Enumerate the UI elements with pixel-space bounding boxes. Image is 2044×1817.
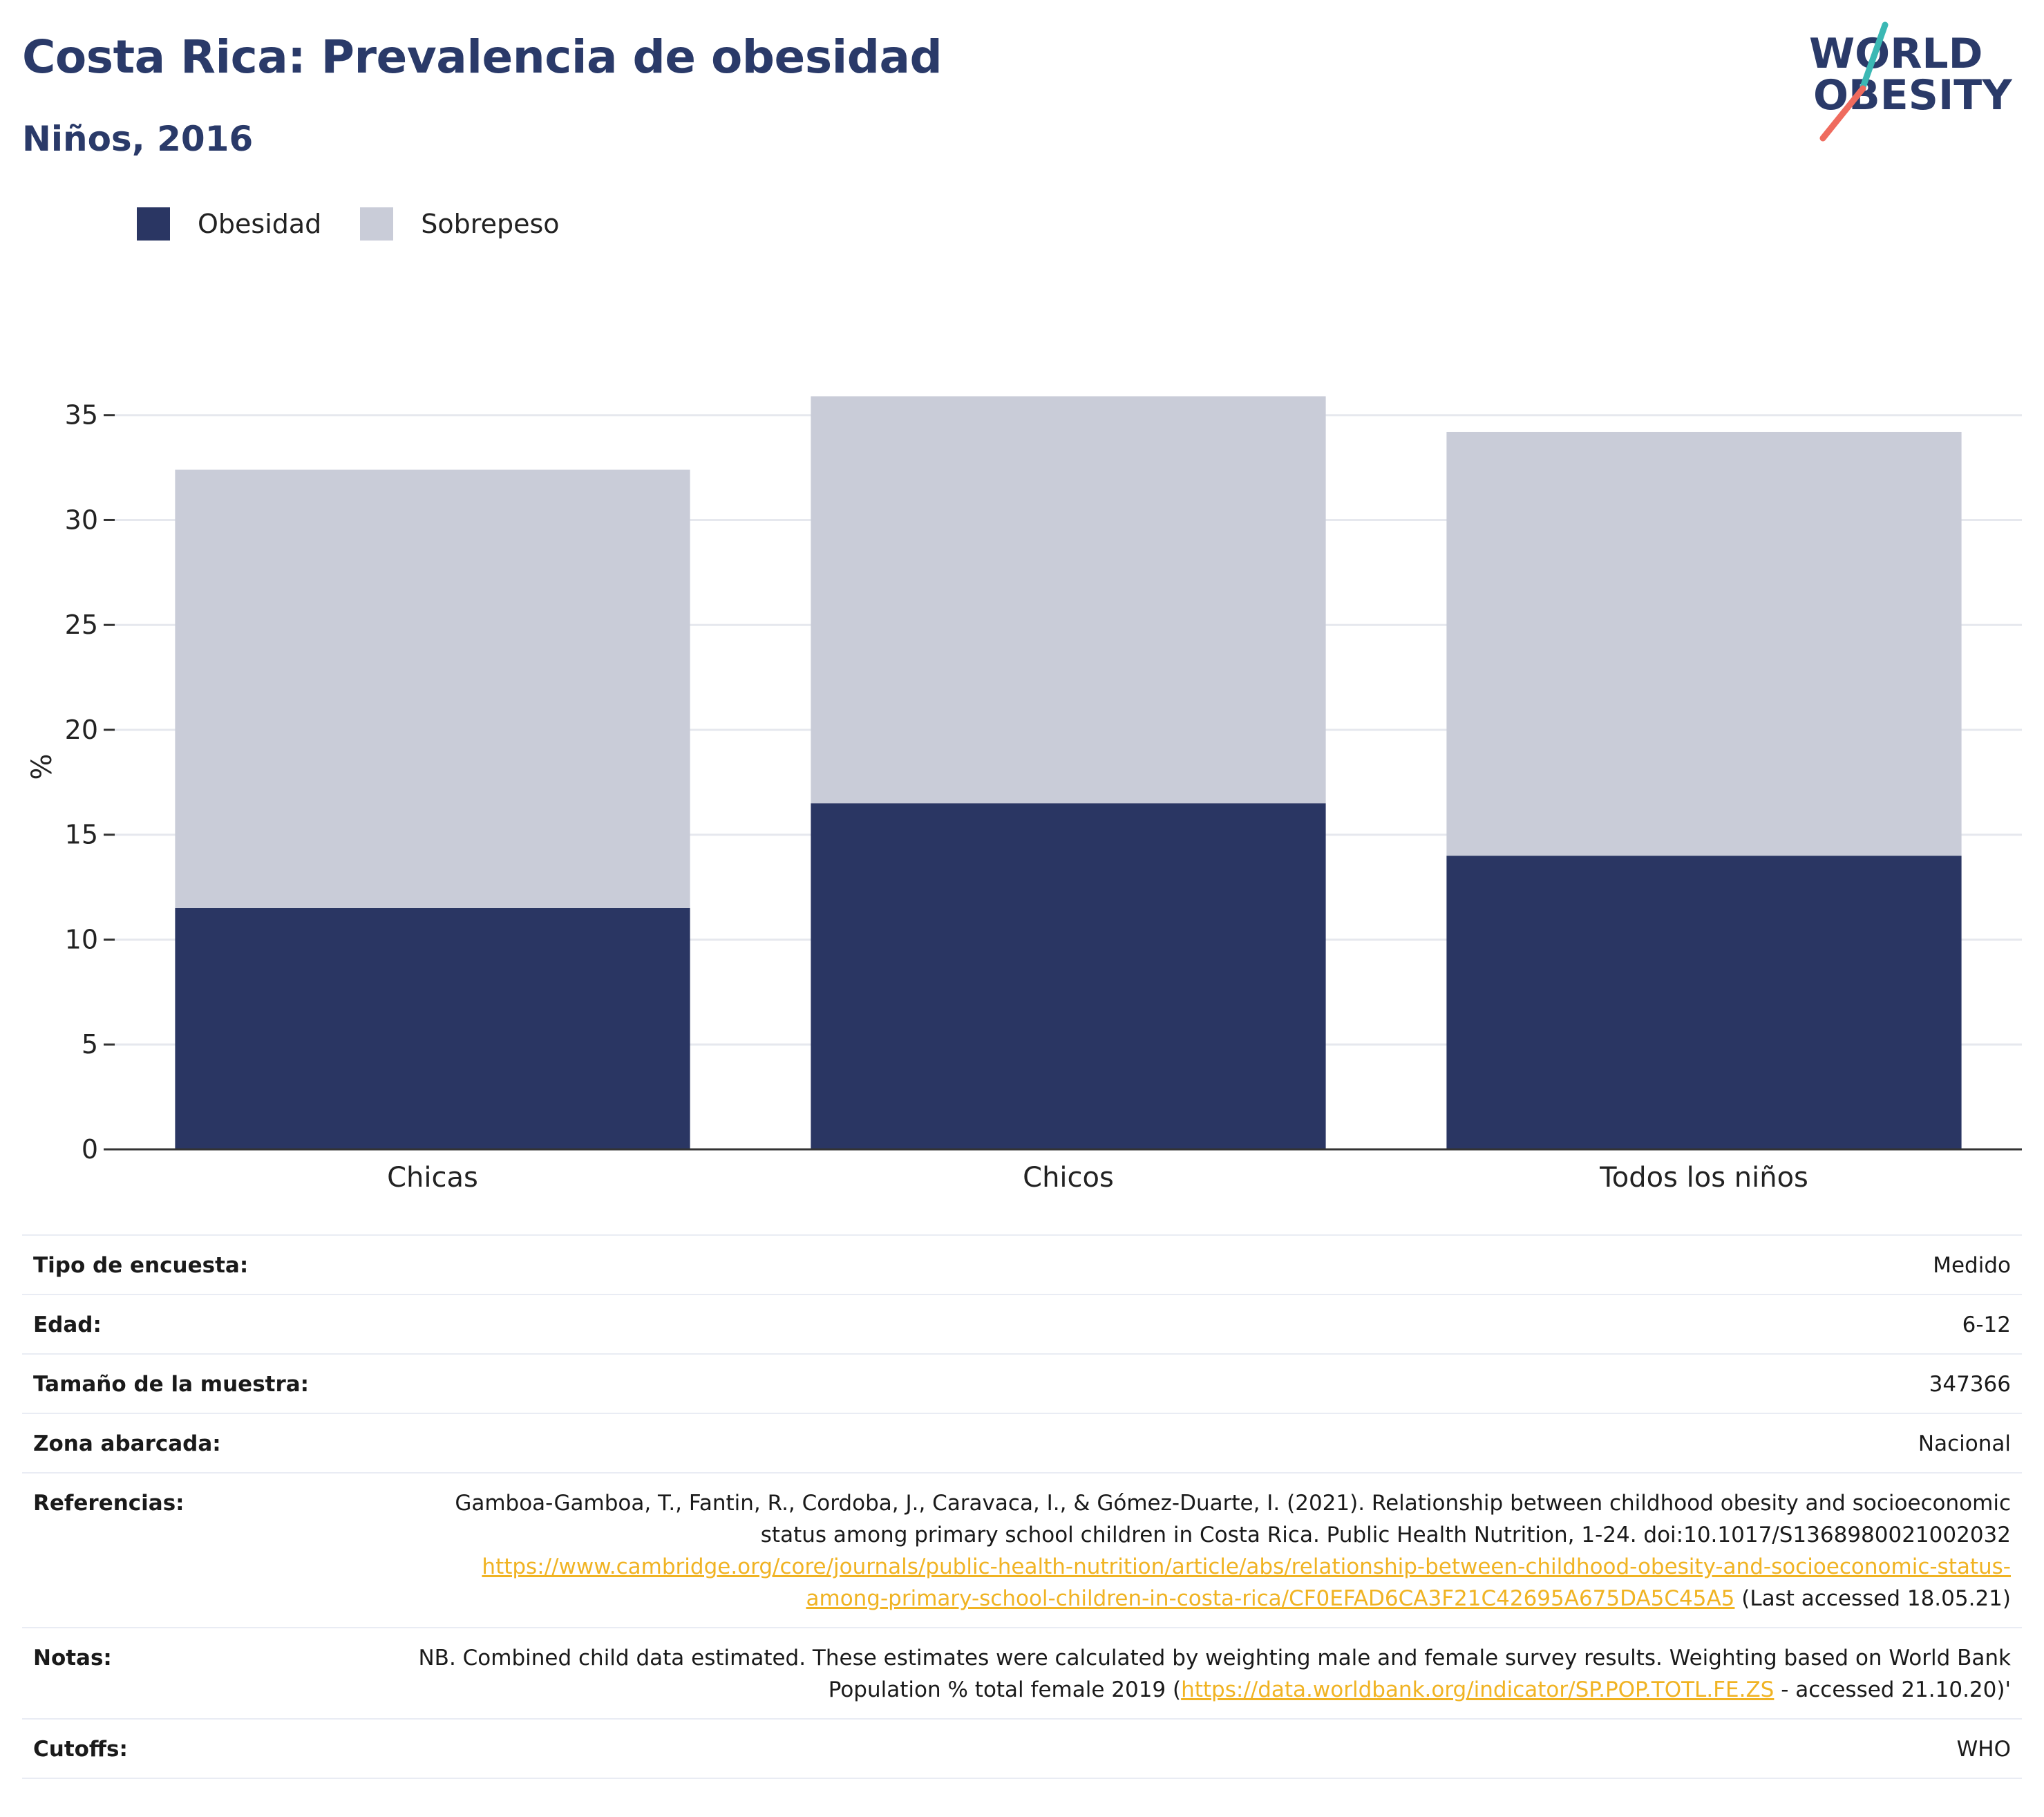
y-tick-label: 10 xyxy=(65,924,98,954)
legend-swatch-sobrepeso xyxy=(360,207,394,241)
chart-legend: Obesidad Sobrepeso xyxy=(137,206,598,242)
meta-value: Nacional xyxy=(404,1413,2022,1473)
legend-label-obesidad: Obesidad xyxy=(198,209,322,239)
meta-value-references: Gamboa-Gamboa, T., Fantin, R., Cordoba, … xyxy=(404,1472,2022,1628)
meta-row-notes: Notas: NB. Combined child data estimated… xyxy=(22,1627,2022,1719)
stacked-bar-chart: 0 5 10 15 20 25 30 35% Chicas Chicos Todos los niñ… xyxy=(26,396,2022,1194)
reference-link[interactable]: https://www.cambridge.org/core/journals/… xyxy=(482,1554,2011,1611)
bar-sobrepeso xyxy=(1446,431,1962,856)
meta-value-notes: NB. Combined child data estimated. These… xyxy=(404,1627,2022,1719)
y-tick-label: 35 xyxy=(65,400,98,431)
meta-value: WHO xyxy=(404,1718,2022,1779)
logo-slash-teal xyxy=(1860,21,1889,91)
logo-word-world: WORLD xyxy=(1809,30,1983,78)
meta-row-age: Edad: 6-12 xyxy=(22,1294,2022,1354)
notes-link[interactable]: https://data.worldbank.org/indicator/SP.… xyxy=(1181,1677,1775,1702)
meta-row-sample-size: Tamaño de la muestra: 347366 xyxy=(22,1353,2022,1413)
reference-text: Gamboa-Gamboa, T., Fantin, R., Cordoba, … xyxy=(455,1491,2011,1547)
world-obesity-logo: WORLD OBESITY xyxy=(1809,21,2013,142)
survey-info-table: Tipo de encuesta: Medido Edad: 6-12 Tama… xyxy=(22,1234,2022,1779)
y-tick-label: 5 xyxy=(82,1029,98,1060)
meta-label: Edad: xyxy=(22,1294,404,1354)
bar-obesidad xyxy=(811,803,1326,1149)
notes-text: NB. Combined child data estimated. These… xyxy=(418,1646,2011,1702)
x-tick-label: Chicos xyxy=(1023,1162,1114,1194)
notes-accessed: - accessed 21.10.20)' xyxy=(1774,1677,2011,1702)
meta-label: Zona abarcada: xyxy=(22,1413,404,1473)
y-tick-label: 25 xyxy=(65,610,98,640)
reference-accessed: (Last accessed 18.05.21) xyxy=(1734,1586,2011,1611)
y-axis-label: % xyxy=(26,753,58,780)
meta-row-cutoffs: Cutoffs: WHO xyxy=(22,1718,2022,1779)
x-tick-label: Todos los niños xyxy=(1599,1162,1808,1194)
meta-label: Tamaño de la muestra: xyxy=(22,1353,404,1413)
y-tick-label: 20 xyxy=(65,715,98,745)
meta-value: Medido xyxy=(404,1234,2022,1295)
meta-label: Notas: xyxy=(22,1627,404,1719)
legend-swatch-obesidad xyxy=(137,207,170,241)
legend-label-sobrepeso: Sobrepeso xyxy=(421,209,560,239)
bar-obesidad xyxy=(1446,856,1962,1149)
meta-value: 347366 xyxy=(404,1353,2022,1413)
bar-sobrepeso xyxy=(175,469,690,908)
y-tick-label: 15 xyxy=(65,820,98,850)
y-tick-label: 0 xyxy=(82,1134,98,1165)
meta-label: Cutoffs: xyxy=(22,1718,404,1779)
bar-sobrepeso xyxy=(811,396,1326,804)
meta-row-survey-type: Tipo de encuesta: Medido xyxy=(22,1234,2022,1295)
meta-row-coverage: Zona abarcada: Nacional xyxy=(22,1413,2022,1473)
legend-item-obesidad[interactable]: Obesidad xyxy=(137,207,321,241)
logo-slash-coral xyxy=(1819,85,1866,142)
chart-title: Costa Rica: Prevalencia de obesidad xyxy=(22,30,943,84)
meta-value: 6-12 xyxy=(404,1294,2022,1354)
meta-row-references: Referencias: Gamboa-Gamboa, T., Fantin, … xyxy=(22,1472,2022,1628)
chart-subtitle: Niños, 2016 xyxy=(22,119,254,159)
y-tick-label: 30 xyxy=(65,505,98,535)
x-tick-label: Chicas xyxy=(387,1162,478,1194)
meta-label: Referencias: xyxy=(22,1472,404,1628)
legend-item-sobrepeso[interactable]: Sobrepeso xyxy=(360,207,560,241)
bar-obesidad xyxy=(175,907,690,1149)
meta-label: Tipo de encuesta: xyxy=(22,1234,404,1295)
